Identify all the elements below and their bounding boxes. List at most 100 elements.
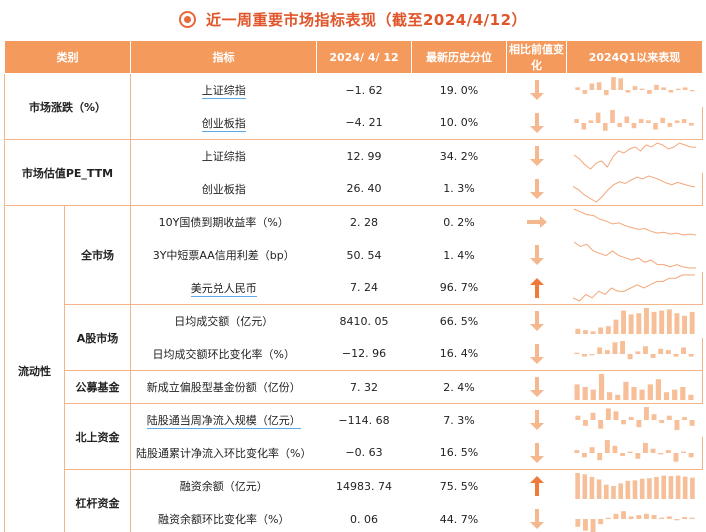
sparkline-cell (567, 206, 703, 239)
header-indicator: 指标 (130, 40, 317, 74)
group-valuation: 市场估值PE_TTM (4, 139, 131, 206)
sparkline-line (573, 142, 696, 170)
indicator-cell: 融资余额（亿元） (179, 480, 268, 494)
sparkline-bar (680, 387, 686, 400)
sparkline-cell (567, 140, 703, 173)
sparkline-bar (613, 513, 618, 519)
value-cell: −1. 62 (345, 83, 383, 97)
indicator-label: 美元兑人民币 (190, 281, 257, 297)
sparkline (574, 109, 694, 131)
sparkline-bar (647, 384, 654, 400)
sparkline-bar (605, 349, 611, 354)
table-row: 创业板指 26. 40 1. 3% (5, 172, 703, 206)
change-arrow-cell (507, 140, 567, 173)
sparkline-bar (627, 451, 633, 453)
group-north: 北上资金 (64, 403, 131, 470)
sparkline (573, 142, 696, 170)
sparkline-bar (599, 374, 605, 400)
sparkline-bar (658, 348, 664, 354)
sparkline-bar (590, 389, 597, 400)
table-row: 公募基金 新成立偏股型基金份额（亿份） 7. 32 2. 4% (5, 370, 703, 404)
sparkline-bar (607, 392, 613, 400)
group-market: 市场涨跌（%） (4, 73, 131, 140)
sparkline-bar (610, 486, 616, 500)
sparkline-bar (689, 517, 695, 519)
indicator-cell: 陆股通当周净流入规模（亿元） (131, 404, 317, 437)
sparkline-cell (566, 370, 703, 404)
value-cell: 8410. 05 (339, 314, 389, 328)
sparkline-bar (635, 515, 641, 519)
sparkline-bar (610, 77, 616, 91)
sparkline-bar (668, 476, 673, 500)
change-arrow-cell (506, 271, 567, 305)
sparkline (574, 473, 695, 500)
sparkline-bar (574, 329, 580, 335)
indicator-label: 上证综指 (201, 84, 246, 100)
sparkline-bar (617, 122, 623, 127)
sparkline-bar (635, 351, 641, 354)
table-row: 陆股通累计净流入环比变化率（%） −0. 63 16. 5% (5, 436, 703, 470)
sparkline-cell (567, 404, 703, 437)
percentile-cell: 2. 4% (411, 370, 507, 404)
arrow-down-icon (529, 245, 544, 265)
sparkline-bar (582, 353, 588, 357)
sparkline (574, 439, 694, 462)
sparkline-bar (674, 420, 679, 431)
sparkline-bar (627, 353, 633, 359)
sparkline-bar (632, 86, 637, 91)
sparkline-bar (688, 452, 694, 458)
table-row: A股市场 日均成交额（亿元） 8410. 05 66. 5% (5, 304, 703, 371)
sparkline-bar (639, 88, 644, 91)
sparkline-bar (624, 116, 630, 123)
indicator-cell: 3Y中短票AA信用利差（bp） (152, 249, 295, 262)
sparkline-bar (650, 353, 656, 358)
sparkline-bar (582, 90, 587, 95)
arrow-down-icon (529, 509, 544, 529)
sparkline-bar (628, 314, 634, 335)
sparkline (574, 374, 694, 400)
value-cell: −0. 63 (316, 436, 412, 470)
table-row: 流动性 全市场 10Y国债到期收益率（%） 2. 28 0. 2% (4, 205, 703, 532)
sparkline-bar (597, 420, 603, 429)
sparkline-bar (613, 319, 618, 335)
sparkline-bar (589, 83, 594, 91)
table-row: 日均成交额环比变化率（%） −12. 96 16. 4% (5, 337, 703, 371)
group-margin: 杠杆资金 (64, 469, 131, 532)
percentile-cell: 34. 2% (439, 149, 479, 163)
sparkline-bar (688, 394, 694, 400)
arrow-up-icon (529, 277, 544, 298)
sparkline-bar (658, 310, 664, 335)
sparkline-bar (605, 408, 611, 421)
sparkline (574, 340, 694, 359)
sparkline-bar (674, 313, 679, 335)
sparkline-cell (566, 436, 703, 470)
sparkline-bar (639, 389, 645, 400)
indicator-cell: 10Y国债到期收益率（%） (158, 216, 289, 230)
change-arrow-cell (506, 337, 567, 371)
sparkline-bar (620, 420, 626, 425)
change-arrow-cell (507, 305, 567, 338)
sparkline-line (572, 175, 696, 203)
percentile-cell: 96. 7% (411, 271, 507, 305)
value-cell: 2. 28 (350, 215, 378, 229)
sparkline-bar (582, 387, 589, 400)
sparkline-cell (566, 337, 703, 371)
arrow-down-icon (529, 343, 544, 364)
value-cell: 50. 54 (346, 248, 382, 262)
sparkline-bar (651, 312, 656, 335)
table-row: 北上资金 陆股通当周净流入规模（亿元） −114. 68 7. 3% (5, 403, 703, 470)
sparkline-bar (574, 384, 580, 400)
table-header: 类别 指标 2024/ 4/ 12 最新历史分位 相比前值变化 2024Q1以来… (4, 40, 703, 74)
sparkline-bar (596, 479, 601, 500)
sparkline-bar (689, 477, 695, 500)
sparkline-bar (688, 353, 694, 357)
sparkline-bar (643, 407, 649, 421)
sparkline (573, 241, 696, 269)
sparkline-bar (582, 474, 587, 500)
table-row: 市场估值PE_TTM 上证综指 12. 99 34. 2% (4, 139, 703, 206)
sparkline-bar (589, 353, 595, 356)
indicator-cell: 融资余额环比变化率（%） (158, 513, 290, 526)
sparkline-bar (682, 87, 687, 91)
sparkline-bar (653, 85, 659, 91)
sparkline (574, 77, 695, 96)
